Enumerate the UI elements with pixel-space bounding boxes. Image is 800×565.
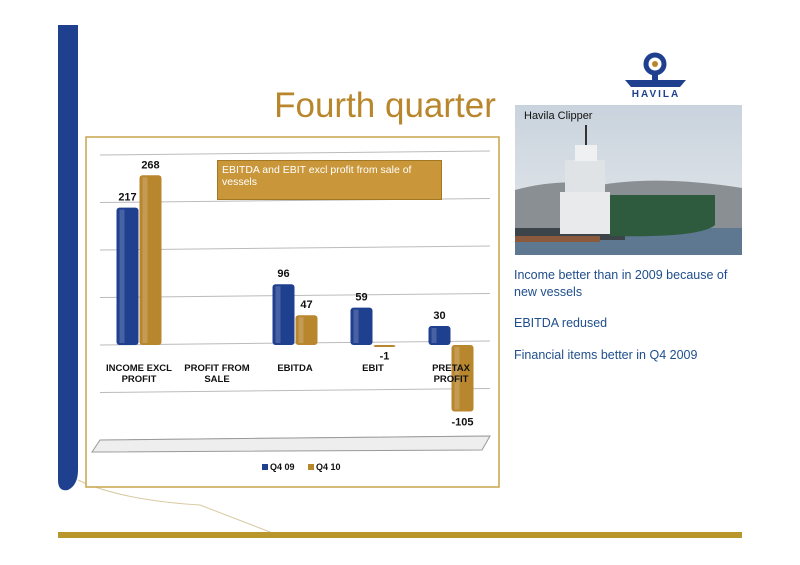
deco-curve <box>77 479 271 533</box>
legend-swatch <box>262 464 268 470</box>
x-tick-label: EBIT <box>362 363 384 374</box>
photo <box>515 105 742 255</box>
slide-title: Fourth quarter <box>274 86 496 125</box>
value-label: 268 <box>141 159 159 171</box>
x-tick-label: EBITDA <box>277 363 313 374</box>
bar-shine <box>275 286 281 343</box>
bar-shine <box>431 328 437 343</box>
bar <box>116 207 139 345</box>
floor <box>91 435 491 453</box>
x-tick-label: INCOME EXCL PROFIT <box>106 363 172 385</box>
value-label: 96 <box>277 268 289 280</box>
grid-line <box>99 293 491 298</box>
photo-caption: Havila Clipper <box>524 110 593 122</box>
bar <box>373 345 396 347</box>
side-bar <box>58 25 78 491</box>
chart-annotation: EBITDA and EBIT excl profit from sale of… <box>217 160 442 200</box>
bar-shine <box>119 209 125 343</box>
bullet: Financial items better in Q4 2009 <box>514 348 698 362</box>
grid-line <box>99 388 491 393</box>
bar <box>451 345 474 412</box>
bullet: EBITDA redused <box>514 316 608 330</box>
bar <box>350 307 373 345</box>
value-label: 30 <box>433 310 445 322</box>
bar <box>272 284 295 345</box>
bottom-rule <box>58 532 742 538</box>
x-tick-label: PROFIT FROM SALE <box>184 363 250 385</box>
bar <box>139 175 162 345</box>
bar-shine <box>298 317 304 343</box>
grid-line <box>99 150 491 156</box>
value-label: -105 <box>451 417 473 429</box>
bar-shine <box>142 177 148 343</box>
bar <box>295 315 318 345</box>
value-label: 217 <box>118 192 136 204</box>
legend-label: Q4 10 <box>316 462 341 472</box>
bar <box>428 326 451 345</box>
value-label: -1 <box>380 351 390 363</box>
x-tick-label: PRETAX PROFIT <box>432 363 470 385</box>
bar-shine <box>353 309 359 343</box>
bar-shine <box>454 347 460 410</box>
value-label: 47 <box>300 299 312 311</box>
legend-swatch <box>308 464 314 470</box>
logo-text: HAVILA <box>631 89 681 100</box>
legend-label: Q4 09 <box>270 462 295 472</box>
grid-line <box>99 245 491 251</box>
bullet: Income better than in 2009 because of ne… <box>514 268 728 299</box>
grid-line <box>99 340 491 346</box>
logo-icon <box>625 52 686 87</box>
value-label: 59 <box>355 292 367 304</box>
